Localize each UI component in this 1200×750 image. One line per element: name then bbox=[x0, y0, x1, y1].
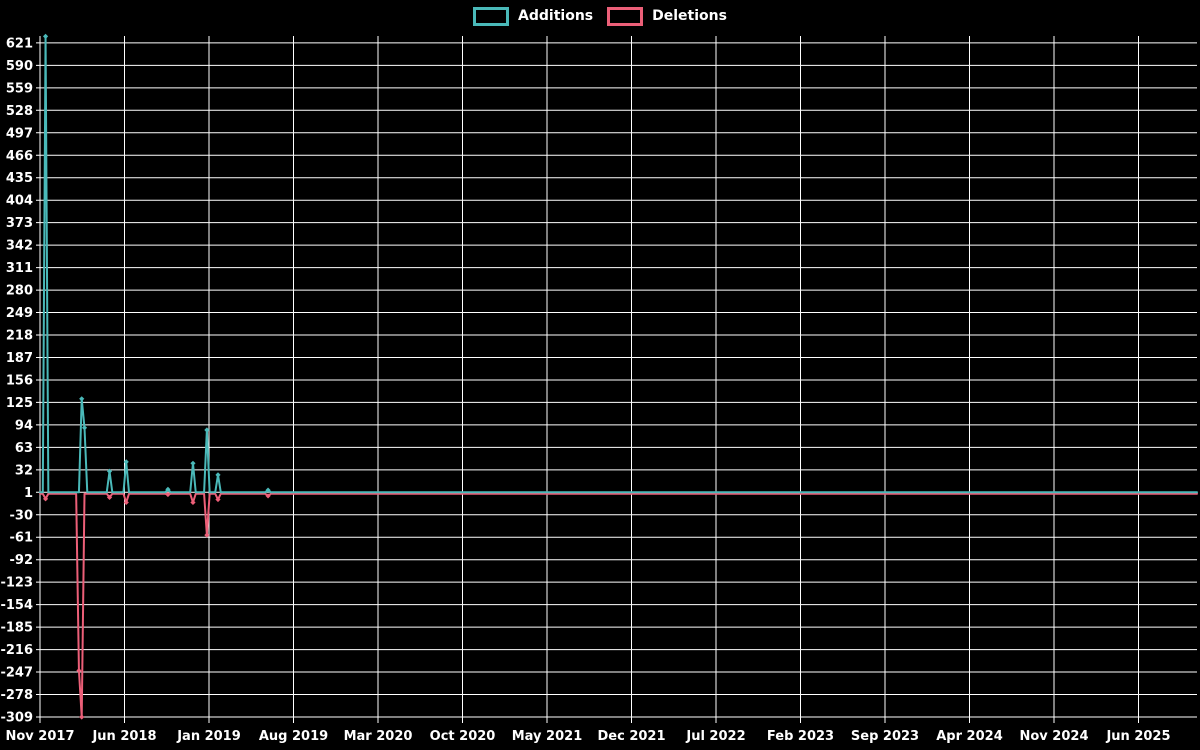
y-tick-label: 559 bbox=[6, 81, 33, 96]
y-tick-label: -154 bbox=[0, 598, 33, 613]
y-tick-label: 404 bbox=[6, 194, 33, 209]
y-tick-label: -309 bbox=[0, 711, 33, 726]
x-tick-label: Apr 2024 bbox=[936, 729, 1003, 744]
y-tick-label: 466 bbox=[6, 149, 33, 164]
deletions-point-marker bbox=[265, 493, 271, 499]
y-tick-label: 94 bbox=[15, 418, 33, 433]
y-tick-label: 342 bbox=[6, 239, 33, 254]
x-tick-label: Dec 2021 bbox=[597, 729, 665, 744]
x-tick-label: Feb 2023 bbox=[767, 729, 834, 744]
x-tick-label: Aug 2019 bbox=[259, 729, 328, 744]
y-tick-label: 590 bbox=[6, 59, 33, 74]
deletions-swatch bbox=[607, 7, 644, 26]
y-tick-label: -30 bbox=[10, 508, 34, 523]
y-tick-label: 218 bbox=[6, 329, 33, 344]
additions-point-marker bbox=[215, 472, 221, 478]
additions-point-marker bbox=[42, 33, 49, 39]
y-tick-label: -278 bbox=[0, 688, 33, 703]
deletions-line bbox=[39, 492, 1198, 718]
deletions-point-marker bbox=[215, 496, 221, 503]
y-tick-label: 249 bbox=[6, 306, 33, 321]
legend-item-deletions[interactable]: Deletions bbox=[607, 7, 727, 26]
deletions-point-marker bbox=[204, 532, 210, 538]
additions-swatch bbox=[473, 7, 510, 26]
legend-item-additions[interactable]: Additions bbox=[473, 7, 593, 26]
legend-label: Additions bbox=[518, 8, 594, 24]
x-tick-label: May 2021 bbox=[512, 729, 583, 744]
x-tick-label: Jul 2022 bbox=[685, 729, 745, 744]
y-tick-label: -185 bbox=[0, 621, 33, 636]
x-tick-label: Sep 2023 bbox=[851, 729, 919, 744]
deletions-point-marker bbox=[123, 499, 129, 506]
additions-point-marker bbox=[123, 459, 129, 465]
x-tick-label: Jun 2018 bbox=[91, 729, 156, 744]
additions-point-marker bbox=[106, 468, 113, 474]
y-tick-label: -123 bbox=[0, 576, 33, 591]
additions-point-marker bbox=[79, 396, 85, 402]
x-tick-label: Oct 2020 bbox=[430, 729, 496, 744]
y-tick-label: 435 bbox=[6, 171, 33, 186]
y-tick-label: 311 bbox=[6, 261, 33, 276]
additions-point-marker bbox=[204, 427, 210, 433]
y-tick-label: -92 bbox=[10, 553, 34, 568]
y-tick-label: 280 bbox=[6, 284, 33, 299]
deletions-point-marker bbox=[165, 491, 171, 498]
legend-label: Deletions bbox=[652, 8, 727, 24]
deletions-point-marker bbox=[79, 714, 85, 720]
deletions-point-marker bbox=[42, 496, 49, 502]
x-tick-label: Jan 2019 bbox=[176, 729, 241, 744]
additions-point-marker bbox=[81, 425, 88, 431]
y-tick-label: 156 bbox=[6, 373, 33, 388]
y-tick-label: 1 bbox=[24, 486, 33, 501]
y-tick-label: -61 bbox=[10, 531, 34, 546]
chart-legend: Additions Deletions bbox=[0, 7, 1200, 26]
additions-line bbox=[39, 35, 1198, 494]
y-tick-label: 187 bbox=[6, 351, 33, 366]
additions-point-marker bbox=[165, 486, 171, 493]
deletions-point-marker bbox=[76, 668, 82, 674]
additions-point-marker bbox=[190, 460, 196, 466]
y-tick-label: 497 bbox=[6, 126, 33, 141]
y-tick-label: 373 bbox=[6, 216, 33, 231]
y-tick-label: 621 bbox=[6, 36, 33, 51]
deletions-point-marker bbox=[106, 494, 113, 500]
additions-point-marker bbox=[265, 487, 271, 493]
x-tick-label: Mar 2020 bbox=[344, 729, 413, 744]
x-tick-label: Jun 2025 bbox=[1105, 729, 1170, 744]
y-tick-label: -247 bbox=[0, 666, 33, 681]
y-tick-label: 125 bbox=[6, 396, 33, 411]
y-tick-label: 63 bbox=[15, 441, 33, 456]
deletions-point-marker bbox=[190, 499, 196, 506]
y-tick-label: -216 bbox=[0, 643, 33, 658]
x-tick-label: Nov 2017 bbox=[6, 729, 75, 744]
y-tick-label: 32 bbox=[15, 463, 33, 478]
x-tick-label: Nov 2024 bbox=[1020, 729, 1089, 744]
y-tick-label: 528 bbox=[6, 104, 33, 119]
